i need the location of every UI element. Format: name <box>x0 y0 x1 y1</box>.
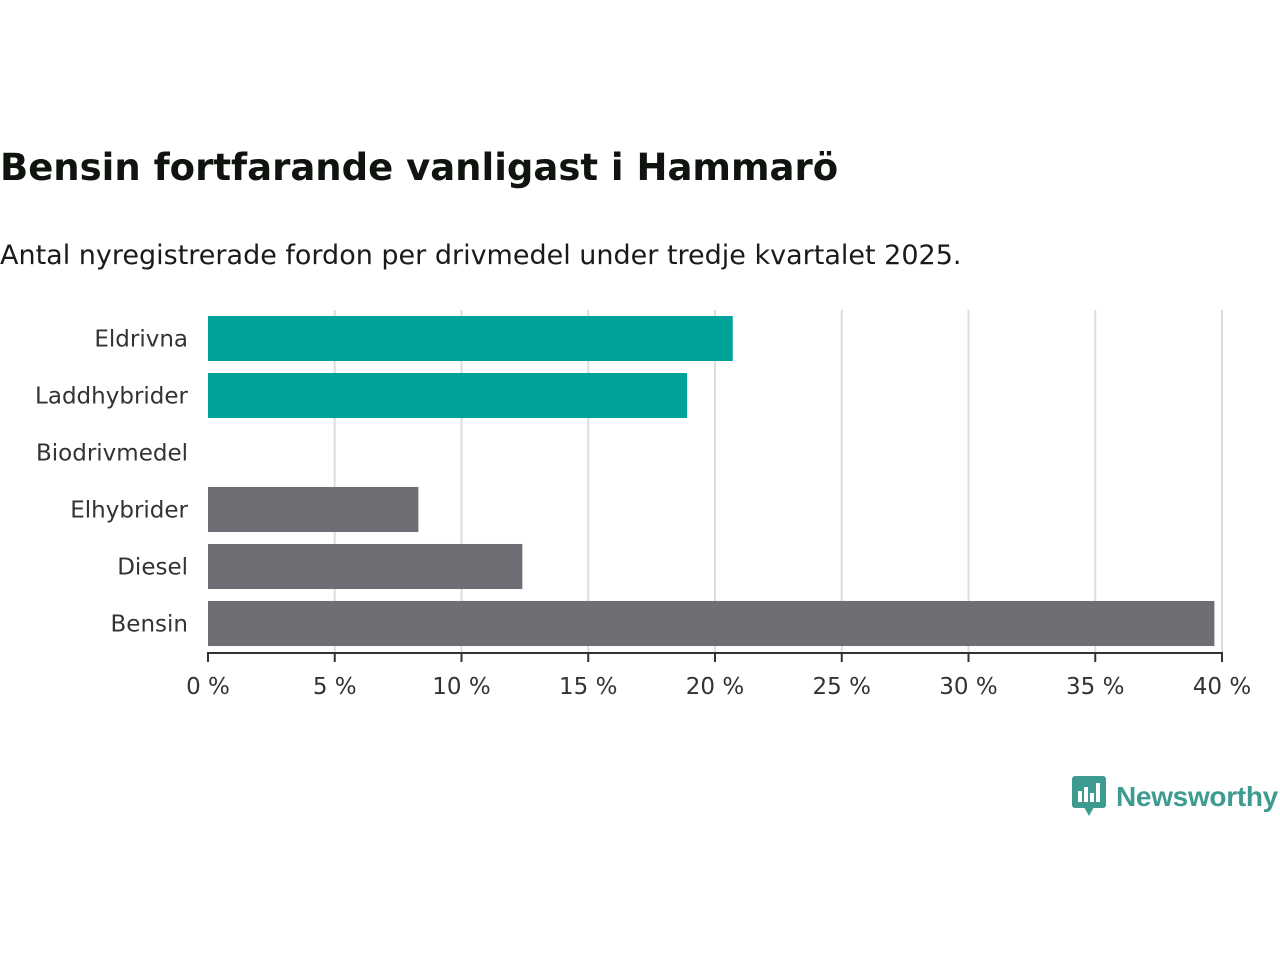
x-tick-label-15: 15 % <box>559 674 617 700</box>
bar-laddhybrider <box>208 372 688 419</box>
category-labels: Eldrivna Laddhybrider Biodrivmedel Elhybrid… <box>35 327 188 638</box>
category-label-diesel: Diesel <box>117 555 188 581</box>
x-tick-label-0: 0 % <box>186 674 230 700</box>
brand-name: Newsworthy <box>1116 781 1278 812</box>
category-label-elhybrider: Elhybrider <box>70 498 188 524</box>
category-label-laddhybrider: Laddhybrider <box>35 384 188 410</box>
x-axis: 0 % 5 % 10 % 15 % 20 % 25 % 30 % 35 % 40 % <box>186 652 1251 700</box>
x-tick-label-25: 25 % <box>813 674 871 700</box>
gridlines <box>333 310 1223 652</box>
category-label-biodrivmedel: Biodrivmedel <box>36 441 188 467</box>
category-label-bensin: Bensin <box>111 612 188 638</box>
x-tick-label-10: 10 % <box>432 674 490 700</box>
bar-eldrivna <box>208 315 733 362</box>
x-tick-label-40: 40 % <box>1193 674 1251 700</box>
bar-chart-speech-bubble-icon <box>1072 776 1106 816</box>
x-tick-label-30: 30 % <box>939 674 997 700</box>
bar-diesel <box>208 543 523 590</box>
category-label-eldrivna: Eldrivna <box>94 327 188 353</box>
newsworthy-logo: Newsworthy <box>1072 776 1278 818</box>
chart-subtitle: Antal nyregistrerade fordon per drivmede… <box>0 240 962 271</box>
bar-bensin <box>208 600 1215 647</box>
bar-elhybrider <box>208 486 419 533</box>
chart-title: Bensin fortfarande vanligast i Hammarö <box>0 146 839 189</box>
x-tick-label-5: 5 % <box>313 674 357 700</box>
x-tick-label-20: 20 % <box>686 674 744 700</box>
bars <box>208 315 1215 647</box>
x-tick-label-35: 35 % <box>1066 674 1124 700</box>
